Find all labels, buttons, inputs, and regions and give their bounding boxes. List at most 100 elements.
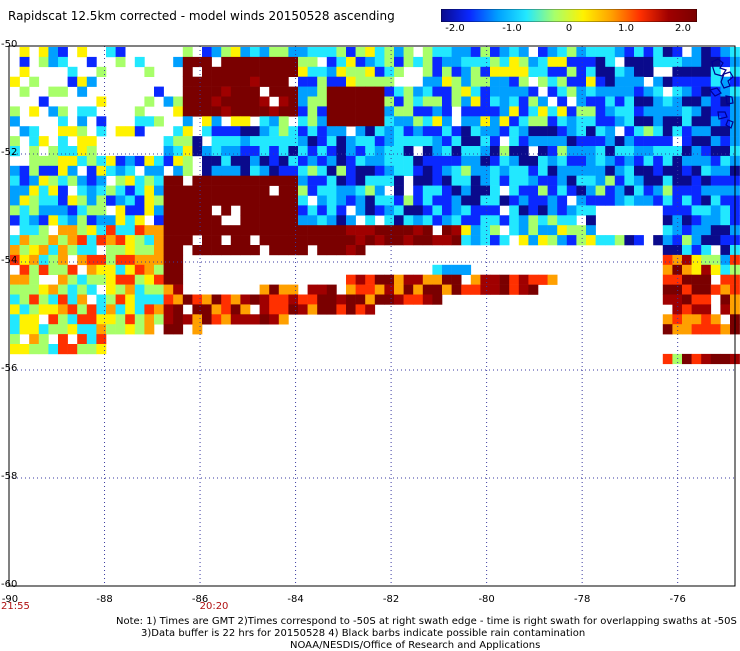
wind-difference-cell <box>86 215 97 226</box>
wind-difference-cell <box>278 56 289 68</box>
wind-difference-cell <box>499 47 510 58</box>
wind-difference-cell <box>125 304 136 315</box>
wind-difference-cell <box>691 225 702 236</box>
wind-difference-cell <box>528 96 539 107</box>
wind-difference-cell <box>182 66 193 77</box>
wind-difference-cell <box>710 126 721 137</box>
wind-difference-cell <box>10 284 20 295</box>
wind-difference-cell <box>403 294 414 305</box>
wind-difference-cell <box>240 47 251 58</box>
wind-difference-cell <box>432 294 443 305</box>
wind-difference-cell <box>86 344 97 355</box>
wind-difference-cell <box>211 185 222 196</box>
wind-difference-cell <box>720 274 731 285</box>
wind-difference-cell <box>710 324 721 335</box>
wind-difference-cell <box>691 56 702 68</box>
wind-difference-cell <box>269 126 280 137</box>
wind-difference-cell <box>250 86 260 97</box>
wind-difference-cell <box>403 146 414 157</box>
wind-difference-cell <box>221 96 232 107</box>
wind-difference-cell <box>547 47 558 58</box>
wind-difference-cell <box>442 195 452 206</box>
wind-difference-cell <box>250 106 260 117</box>
wind-difference-cell <box>442 215 452 226</box>
wind-difference-cell <box>77 254 88 266</box>
wind-difference-cell <box>490 76 500 87</box>
wind-difference-cell <box>192 215 203 226</box>
wind-difference-cell <box>557 165 568 176</box>
wind-difference-cell <box>682 136 692 147</box>
wind-difference-cell <box>326 146 337 157</box>
wind-difference-cell <box>576 165 587 176</box>
wind-difference-cell <box>182 195 193 206</box>
wind-difference-cell <box>269 76 280 87</box>
wind-difference-cell <box>10 146 20 157</box>
wind-difference-cell <box>326 175 337 186</box>
latitude-label: -50 <box>1 39 18 50</box>
wind-difference-cell <box>634 235 644 246</box>
wind-difference-cell <box>691 304 702 315</box>
wind-difference-cell <box>442 76 452 87</box>
wind-difference-cell <box>96 264 107 275</box>
wind-difference-cell <box>134 235 145 246</box>
wind-difference-cell <box>134 205 145 216</box>
wind-difference-cell <box>605 235 616 246</box>
wind-difference-cell <box>154 175 164 186</box>
wind-difference-cell <box>394 155 404 167</box>
wind-difference-cell <box>701 86 712 97</box>
wind-difference-cell <box>326 96 337 107</box>
wind-difference-cell <box>595 116 606 127</box>
wind-difference-cell <box>422 66 433 77</box>
wind-difference-cell <box>595 86 606 97</box>
wind-difference-cell <box>240 235 251 246</box>
wind-difference-cell <box>96 254 107 266</box>
wind-difference-cell <box>662 136 673 147</box>
wind-difference-cell <box>490 66 500 77</box>
wind-difference-cell <box>576 225 587 236</box>
wind-difference-cell <box>662 225 673 236</box>
wind-difference-cell <box>634 126 644 137</box>
wind-difference-cell <box>67 245 78 256</box>
wind-difference-cell <box>182 185 193 196</box>
wind-difference-cell <box>67 195 78 206</box>
wind-difference-cell <box>422 294 433 305</box>
wind-difference-cell <box>662 155 673 167</box>
wind-difference-cell <box>173 146 184 157</box>
wind-difference-cell <box>586 56 596 68</box>
wind-difference-cell <box>528 136 539 147</box>
wind-difference-cell <box>413 175 424 186</box>
wind-difference-cell <box>154 215 164 226</box>
wind-difference-cell <box>710 165 721 176</box>
wind-difference-cell <box>682 324 692 335</box>
wind-difference-cell <box>422 284 433 295</box>
wind-difference-cell <box>422 215 433 226</box>
wind-difference-cell <box>374 86 385 97</box>
wind-difference-cell <box>365 126 376 137</box>
wind-difference-cell <box>154 235 164 246</box>
colorbar-tick-label: -2.0 <box>445 23 465 34</box>
wind-difference-cell <box>490 96 500 107</box>
wind-difference-cell <box>96 235 107 246</box>
wind-difference-cell <box>58 195 68 206</box>
wind-difference-cell <box>221 175 232 186</box>
wind-difference-cell <box>230 165 241 176</box>
wind-difference-cell <box>605 76 616 87</box>
wind-difference-cell <box>58 294 68 305</box>
wind-difference-cell <box>144 314 155 325</box>
wind-difference-cell <box>355 185 366 196</box>
wind-difference-cell <box>154 294 164 305</box>
wind-difference-cell <box>19 205 30 216</box>
wind-difference-cell <box>288 294 299 305</box>
wind-difference-cell <box>144 185 155 196</box>
wind-difference-cell <box>384 96 395 107</box>
wind-difference-cell <box>278 175 289 186</box>
wind-difference-cell <box>499 195 510 206</box>
wind-difference-cell <box>451 264 462 275</box>
wind-difference-cell <box>653 76 664 87</box>
wind-difference-cell <box>528 66 539 77</box>
wind-difference-cell <box>614 106 625 117</box>
wind-difference-cell <box>163 314 174 325</box>
wind-difference-cell <box>442 47 452 58</box>
wind-difference-cell <box>720 86 731 97</box>
wind-difference-cell <box>154 264 164 275</box>
